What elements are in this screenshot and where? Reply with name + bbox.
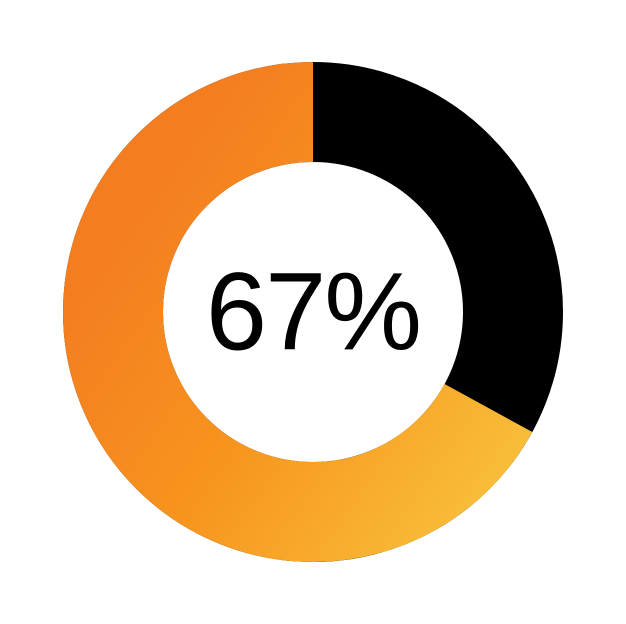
donut-chart: 67% <box>63 62 563 562</box>
percentage-label: 67% <box>206 249 420 376</box>
